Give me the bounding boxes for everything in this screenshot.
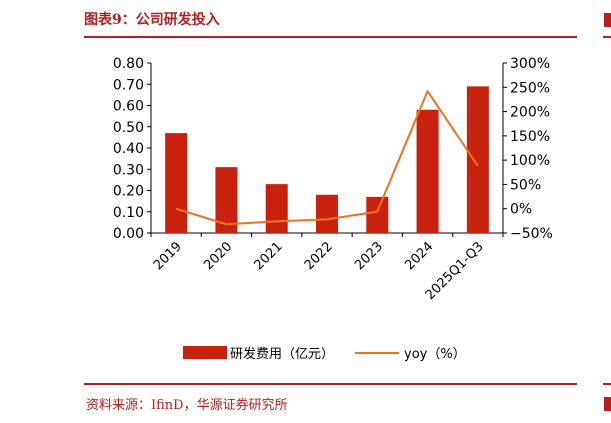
top-rule [84, 36, 577, 38]
left-tick-label: 0.10 [113, 205, 144, 221]
figure-title: 图表9：公司研发投入 [84, 12, 220, 28]
rd-investment-chart: 0.00 0.10 0.20 0.30 0.40 0.50 0.60 0.70 0.80 −50%… [113, 56, 553, 362]
line-series [175, 90, 479, 226]
bottom-rule-edge [603, 383, 611, 385]
bar-2025Q1-Q3 [466, 86, 489, 233]
bar-2019 [165, 133, 188, 233]
bar-2020 [215, 167, 238, 233]
legend-label-line: yoy（%） [404, 347, 466, 362]
x-category-label: 2024 [402, 239, 436, 273]
edge-mark-bottom [604, 397, 611, 411]
chart-legend: 研发费用（亿元） yoy（%） [183, 346, 466, 362]
x-category-label: 2023 [352, 239, 386, 273]
left-tick-label: 0.80 [113, 56, 144, 72]
x-category-label: 2020 [201, 239, 235, 273]
x-category-label: 2021 [252, 239, 286, 273]
left-tick-label: 0.40 [113, 141, 144, 157]
bar-series [165, 86, 489, 233]
edge-mark-top [604, 13, 611, 27]
legend-label-bar: 研发费用（亿元） [230, 346, 334, 362]
left-tick-label: 0.30 [113, 162, 144, 178]
right-tick-label: 200% [510, 105, 550, 121]
left-tick-label: 0.50 [113, 120, 144, 136]
bar-2022 [316, 194, 338, 233]
left-tick-label: 0.60 [113, 99, 144, 115]
top-rule-edge [603, 36, 611, 38]
source-note: 资料来源：IfinD，华源证券研究所 [86, 398, 288, 413]
right-tick-label: 100% [510, 153, 550, 169]
bar-2021 [265, 184, 288, 233]
left-tick-label: 0.70 [113, 77, 144, 93]
x-category-label: 2019 [151, 239, 185, 273]
legend-swatch-bar [183, 346, 227, 359]
bar-2024 [416, 109, 439, 233]
right-tick-label: 150% [510, 129, 550, 145]
bottom-rule [84, 383, 577, 385]
right-tick-label: 250% [510, 80, 550, 96]
right-tick-label: 50% [510, 177, 541, 193]
right-tick-label: 0% [510, 202, 532, 218]
bar-2023 [366, 196, 389, 233]
left-tick-label: 0.20 [113, 184, 144, 200]
right-tick-label: 300% [510, 56, 550, 72]
left-tick-label: 0.00 [113, 226, 144, 242]
right-tick-label: −50% [510, 226, 553, 242]
x-category-label: 2022 [302, 239, 336, 273]
